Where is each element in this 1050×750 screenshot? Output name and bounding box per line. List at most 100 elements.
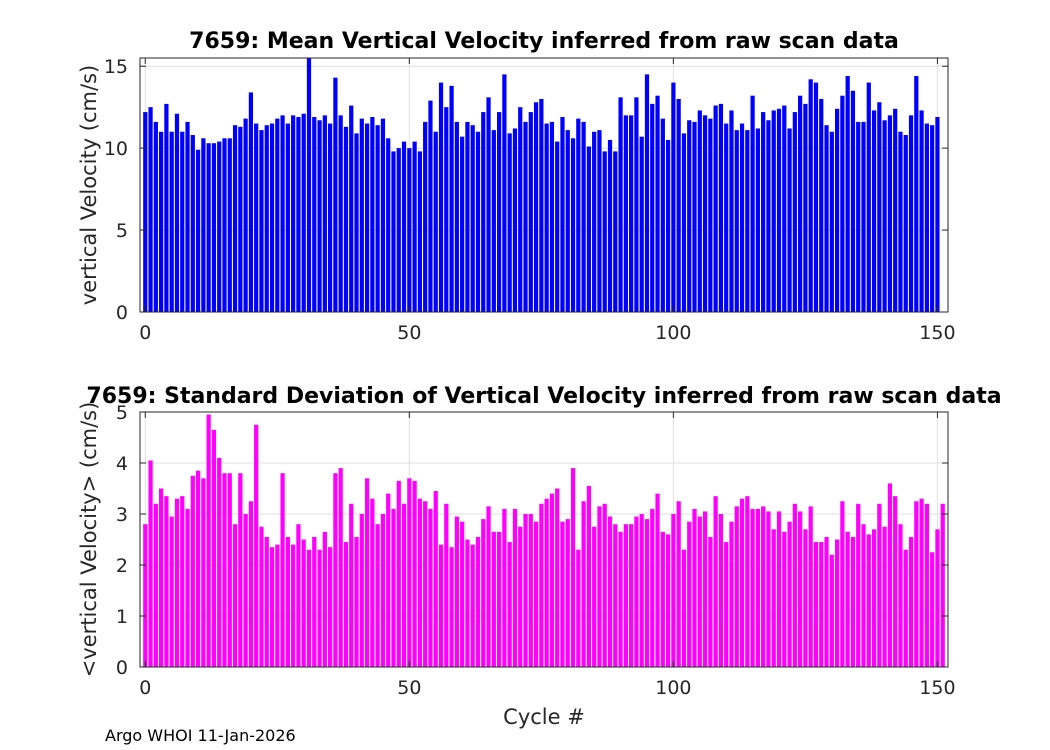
bar (692, 508, 697, 667)
bar (407, 148, 412, 312)
y-tick-label: 1 (116, 606, 128, 628)
bar (285, 123, 290, 312)
bar (190, 135, 195, 312)
bar (349, 503, 354, 667)
bar (650, 103, 655, 312)
bar (364, 123, 370, 312)
bar (232, 524, 238, 667)
bar (328, 123, 333, 312)
bar (840, 95, 845, 312)
bar (813, 542, 819, 667)
bar (602, 151, 607, 312)
bar (618, 531, 623, 667)
bar (232, 125, 238, 312)
bar (650, 508, 655, 667)
bar (549, 493, 555, 667)
bar (280, 115, 285, 313)
bar (143, 524, 148, 667)
bar (259, 130, 264, 312)
bar (687, 120, 692, 312)
y-tick-label: 4 (116, 453, 128, 475)
bar (539, 503, 544, 667)
tick-marks (140, 58, 948, 313)
bar (481, 519, 486, 667)
bar (206, 414, 211, 667)
bar (306, 58, 312, 312)
bar (195, 149, 201, 312)
bar (412, 141, 417, 312)
bar (565, 130, 570, 312)
std-velocity-panel: 0 50 100 150 0 1 2 3 4 5 7659: Standard Deviatio… (77, 384, 1002, 729)
bar (185, 121, 190, 313)
bar (861, 121, 866, 313)
bar (660, 118, 665, 312)
bar (306, 549, 312, 667)
bar (222, 473, 227, 667)
bar (533, 102, 539, 312)
bar (734, 130, 739, 312)
chart-title: 7659: Standard Deviation of Vertical Vel… (86, 384, 1001, 409)
bar (882, 526, 887, 667)
bar (370, 498, 375, 667)
bar (264, 536, 269, 667)
bar (871, 110, 877, 312)
bar (159, 488, 164, 667)
bar (792, 112, 797, 312)
bar (507, 133, 512, 312)
bar (211, 143, 217, 312)
bar (676, 501, 681, 667)
bar (856, 121, 861, 313)
bar (417, 151, 423, 312)
bar (359, 514, 364, 667)
bar (180, 496, 185, 667)
bar (877, 503, 882, 667)
bar (185, 508, 190, 667)
bar (623, 115, 628, 313)
bar (370, 116, 375, 312)
bar (665, 534, 671, 667)
bar (613, 524, 618, 667)
bar (623, 524, 628, 667)
plot-area (140, 58, 948, 312)
bar (755, 128, 760, 312)
bar (819, 542, 824, 667)
mean-velocity-panel: 0 50 100 150 0 5 10 15 7659: Mean Vertical Vel… (77, 29, 956, 344)
bar (893, 496, 898, 667)
bar (496, 531, 502, 667)
bar (291, 544, 296, 667)
bar (238, 473, 243, 667)
bar (264, 125, 269, 312)
bar (856, 503, 861, 667)
bar (222, 138, 227, 312)
bar (354, 133, 359, 312)
bar (444, 503, 449, 667)
bar (518, 107, 523, 313)
bar (824, 536, 829, 667)
bar (560, 116, 565, 312)
bar (914, 501, 919, 667)
bar (380, 118, 386, 312)
bar (460, 521, 465, 667)
y-tick-label: 3 (116, 504, 128, 526)
bar (676, 98, 681, 312)
bar (555, 141, 560, 312)
bar (713, 496, 718, 667)
bars (143, 414, 945, 667)
bar (523, 514, 528, 667)
bar (576, 549, 581, 667)
bar (322, 115, 327, 313)
x-tick-label: 0 (139, 677, 151, 699)
bar (423, 121, 428, 313)
bar (396, 480, 401, 667)
bar (560, 521, 565, 667)
bar (269, 547, 275, 667)
bar (776, 108, 782, 312)
bar (739, 123, 745, 312)
bar (935, 529, 940, 667)
y-tick-label: 10 (104, 138, 128, 160)
bar (454, 121, 459, 313)
bar (729, 110, 734, 312)
bar (412, 480, 417, 667)
bar (639, 136, 644, 312)
bar (512, 128, 518, 312)
